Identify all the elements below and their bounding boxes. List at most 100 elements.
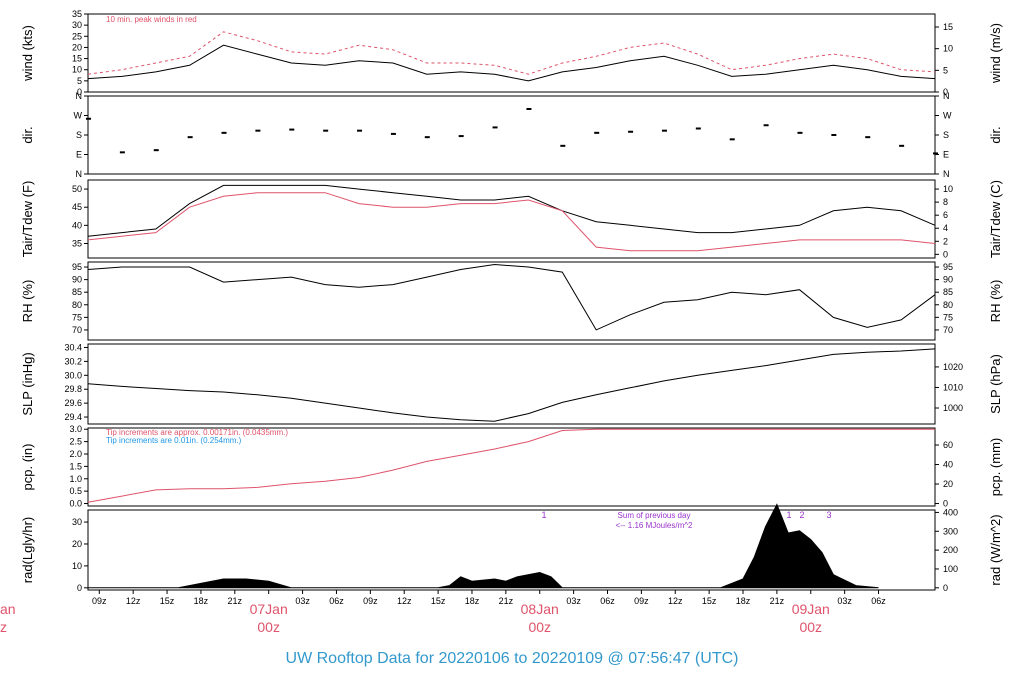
direction-point [628, 130, 634, 133]
y-tick-label-right: 400 [943, 507, 958, 517]
x-tick-label: 21z [228, 596, 243, 606]
direction-point [357, 129, 363, 132]
y-tick-label-right: 6 [943, 210, 948, 220]
x-tick-label: 18z [194, 596, 209, 606]
direction-point [153, 149, 159, 152]
y-axis-label-right: Tair/Tdew (C) [988, 180, 1003, 258]
y-tick-label: 1.5 [69, 461, 82, 471]
x-tick-label: 15z [431, 596, 446, 606]
y-tick-label-right: 95 [943, 262, 953, 272]
y-tick-label-right: 4 [943, 223, 948, 233]
y-axis-label-left: rad(Lgly/hr) [20, 517, 35, 583]
x-tick-label: 21z [770, 596, 785, 606]
y-tick-label: 45 [72, 202, 82, 212]
radiation-sum-label: Sum of previous day [618, 511, 691, 520]
y-tick-label: 75 [72, 312, 82, 322]
y-tick-label: 35 [72, 9, 82, 19]
y-axis-label-left: pcp. (in) [20, 444, 35, 491]
panel-frame [87, 261, 936, 341]
y-tick-label-right: 80 [943, 300, 953, 310]
y-tick-label: 0.0 [69, 499, 82, 509]
direction-point [899, 144, 905, 147]
x-tick-label: 15z [160, 596, 175, 606]
y-tick-label-right: 15 [943, 22, 953, 32]
direction-point [933, 152, 938, 155]
x-tick-label: 09z [634, 596, 649, 606]
y-tick-label-right: 10 [943, 44, 953, 54]
y-tick-label: 0.5 [69, 486, 82, 496]
y-tick-label: 5 [77, 76, 82, 86]
y-tick-label-right: 2 [943, 236, 948, 246]
y-tick-label: 90 [72, 275, 82, 285]
y-tick-label: 30.0 [64, 370, 82, 380]
y-tick-label: 25 [72, 31, 82, 41]
direction-point [797, 131, 803, 134]
y-tick-label-right: N [943, 169, 950, 179]
direction-point [865, 136, 871, 139]
panel-frame [87, 13, 936, 93]
y-tick-label-right: 1000 [943, 403, 963, 413]
y-tick-label: 95 [72, 262, 82, 272]
y-tick-label: W [74, 111, 83, 121]
y-tick-label: 10 [72, 561, 82, 571]
y-axis-label-left: Tair/Tdew (F) [20, 181, 35, 258]
y-tick-label-right: 85 [943, 287, 953, 297]
direction-point [458, 135, 464, 138]
y-tick-label: 20 [72, 42, 82, 52]
y-tick-label-right: 0 [943, 249, 948, 259]
y-tick-label: 30.4 [64, 342, 82, 352]
y-tick-label-right: 0 [943, 583, 948, 593]
y-axis-label-right: dir. [988, 126, 1003, 143]
x-tick-label: 12z [126, 596, 141, 606]
y-tick-label: 40 [72, 220, 82, 230]
y-tick-label: 50 [72, 184, 82, 194]
y-tick-label-right: 200 [943, 545, 958, 555]
y-tick-label: 29.6 [64, 398, 82, 408]
radiation-marker: 3 [826, 510, 831, 520]
y-tick-label: E [76, 150, 82, 160]
tip-note-exact: Tip increments are 0.01in. (0.254mm.) [106, 436, 242, 445]
x-tick-label: 06z [600, 596, 615, 606]
direction-point [831, 134, 837, 136]
chart-title: UW Rooftop Data for 20220106 to 20220109… [285, 650, 739, 667]
Tdew-line [87, 192, 936, 252]
direction-point [119, 151, 125, 154]
y-tick-label: 30 [72, 517, 82, 527]
y-tick-label-right: 1010 [943, 382, 963, 392]
y-tick-label: 1.0 [69, 474, 82, 484]
y-tick-label-right: 1020 [943, 362, 963, 372]
direction-point [86, 117, 91, 120]
radiation-marker: 1 [541, 510, 546, 520]
y-tick-label: 30 [72, 20, 82, 30]
y-tick-label: 29.8 [64, 384, 82, 394]
y-axis-label-right: wind (m/s) [988, 23, 1003, 84]
y-tick-label-right: 8 [943, 197, 948, 207]
y-tick-label-right: W [943, 111, 952, 121]
x-tick-label: 12z [668, 596, 683, 606]
panel-frame [87, 343, 936, 425]
peak-wind-note: 10 min. peak winds in red [106, 15, 197, 24]
x-tick-label: 18z [465, 596, 480, 606]
y-tick-label: 15 [72, 54, 82, 64]
direction-point [255, 129, 261, 132]
y-axis-label-left: wind (kts) [20, 25, 35, 82]
y-axis-label-left: dir. [20, 126, 35, 143]
tip-note-approx: Tip increments are approx. 0.00171in. (0… [106, 428, 288, 437]
radiation-area [87, 503, 879, 589]
y-tick-label-right: 75 [943, 312, 953, 322]
radiation-sum-value: <-- 1.16 MJoules/m^2 [616, 521, 693, 530]
x-tick-label: 03z [837, 596, 852, 606]
y-tick-label: N [76, 91, 83, 101]
y-tick-label-right: 100 [943, 564, 958, 574]
series-line [87, 428, 935, 503]
y-tick-label-right: 5 [943, 65, 948, 75]
y-tick-label: 80 [72, 300, 82, 310]
y-tick-label-right: 300 [943, 526, 958, 536]
y-tick-label: S [76, 130, 82, 140]
x-tick-label: 06z [871, 596, 886, 606]
y-tick-label: 70 [72, 325, 82, 335]
radiation-marker: 2 [799, 510, 804, 520]
y-tick-label-right: 0 [943, 499, 948, 509]
y-tick-label-right: 40 [943, 460, 953, 470]
direction-point [323, 129, 329, 132]
